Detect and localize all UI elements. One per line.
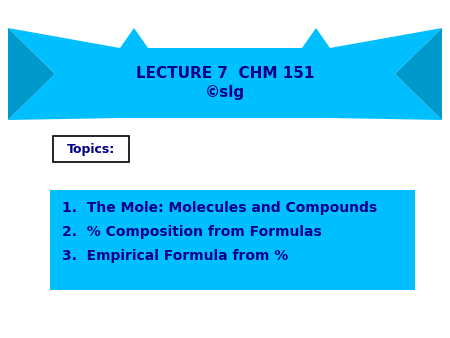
Polygon shape [330, 28, 442, 120]
Polygon shape [302, 28, 330, 48]
FancyBboxPatch shape [120, 48, 330, 118]
Text: Topics:: Topics: [67, 143, 115, 155]
Text: LECTURE 7  CHM 151: LECTURE 7 CHM 151 [136, 67, 314, 81]
Polygon shape [395, 28, 442, 120]
Text: 2.  % Composition from Formulas: 2. % Composition from Formulas [62, 225, 322, 239]
FancyBboxPatch shape [50, 190, 415, 290]
Polygon shape [8, 28, 120, 120]
Text: 3.  Empirical Formula from %: 3. Empirical Formula from % [62, 249, 288, 263]
Text: ©slg: ©slg [205, 84, 245, 99]
Polygon shape [120, 28, 148, 48]
Text: 1.  The Mole: Molecules and Compounds: 1. The Mole: Molecules and Compounds [62, 201, 377, 215]
FancyBboxPatch shape [53, 136, 129, 162]
Polygon shape [8, 28, 55, 120]
